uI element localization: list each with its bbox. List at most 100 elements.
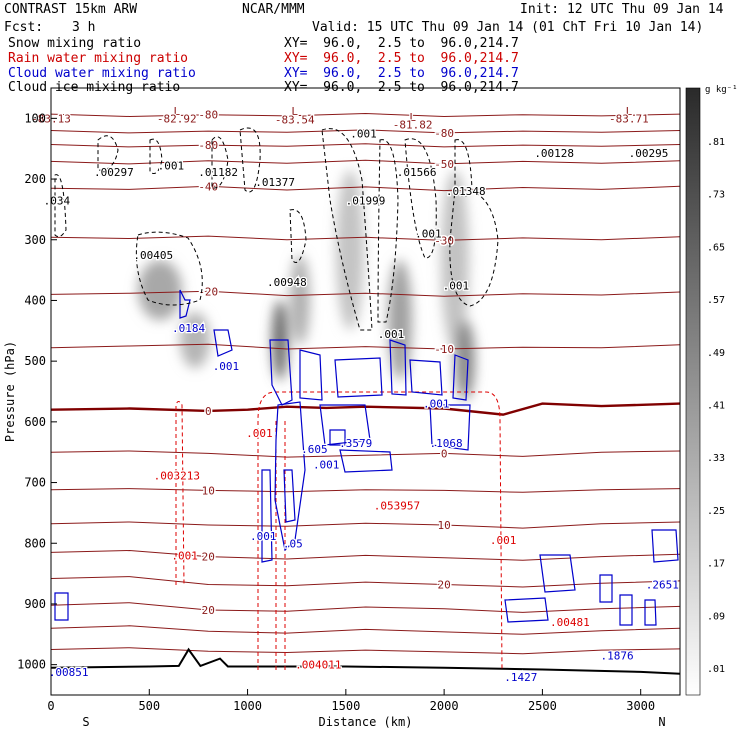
temperature-line bbox=[51, 112, 680, 118]
header-fcst-label: Fcst: bbox=[4, 20, 44, 35]
temperature-label: 10 bbox=[202, 484, 215, 497]
temperature-line bbox=[51, 159, 680, 165]
contour-annotation: -82.92 bbox=[157, 112, 197, 125]
colorbar-label: .73 bbox=[707, 190, 725, 201]
contour-annotation: .001 bbox=[246, 427, 273, 440]
colorbar-label: .57 bbox=[707, 295, 725, 306]
contour-annotation: .00297 bbox=[94, 166, 134, 179]
temperature-line bbox=[51, 521, 680, 529]
contour-annotation: .1068 bbox=[430, 437, 463, 450]
contour-annotation: .003213 bbox=[154, 469, 200, 482]
contour-annotation: .0184 bbox=[172, 322, 205, 335]
x-tick-label: 2500 bbox=[528, 699, 557, 713]
rain-contours bbox=[175, 391, 503, 671]
terrain-line bbox=[50, 647, 681, 675]
header-center: NCAR/MMM bbox=[242, 2, 305, 17]
header-model: CONTRAST 15km ARW bbox=[4, 2, 138, 17]
temperature-label: -20 bbox=[198, 285, 218, 298]
contour-annotation: .001 bbox=[443, 279, 470, 292]
contour-annotation: .00405 bbox=[133, 249, 173, 262]
contour-annotation: .004011 bbox=[295, 659, 341, 672]
contour-annotation: .001 bbox=[250, 530, 277, 543]
temperature-line bbox=[51, 129, 680, 134]
temperature-line bbox=[51, 576, 680, 588]
colorbar-label: .65 bbox=[707, 242, 725, 253]
temperature-line bbox=[51, 235, 680, 241]
contour-annotation: .001 bbox=[378, 328, 405, 341]
x-tick-label: 2000 bbox=[430, 699, 459, 713]
contour-annotation: .01566 bbox=[397, 166, 437, 179]
contour-annotation: .00295 bbox=[629, 147, 669, 160]
contour-annotation: .1876 bbox=[601, 650, 634, 663]
x-tick-label: 1000 bbox=[233, 699, 262, 713]
temperature-line bbox=[51, 647, 680, 655]
x-axis-label: Distance (km) bbox=[319, 715, 413, 729]
contour-annotation: L bbox=[291, 105, 298, 118]
legend-snow-name: Snow mixing ratio bbox=[8, 36, 142, 51]
cloud-water-contours bbox=[54, 289, 679, 626]
legend-cloudwater-xy: XY= 96.0, 2.5 to 96.0,214.7 bbox=[284, 66, 519, 81]
contour-annotation: .01377 bbox=[255, 176, 295, 189]
contour-annotation: .034 bbox=[44, 194, 71, 207]
temperature-label: 10 bbox=[438, 519, 451, 532]
y-tick-label: 400 bbox=[24, 293, 46, 307]
contour-annotation: .01999 bbox=[346, 194, 386, 207]
y-tick-label: 600 bbox=[24, 415, 46, 429]
legend-rain-name: Rain water mixing ratio bbox=[8, 51, 189, 66]
y-tick-label: 1000 bbox=[17, 658, 46, 672]
y-tick-label: 800 bbox=[24, 536, 46, 550]
contour-annotation: .001 bbox=[171, 549, 198, 562]
colorbar-label: .25 bbox=[707, 506, 725, 517]
snow-contours bbox=[54, 127, 499, 331]
contour-annotation: .053957 bbox=[374, 500, 420, 513]
colorbar-label: .01 bbox=[707, 664, 725, 675]
colorbar-label: .81 bbox=[707, 137, 725, 148]
legend-snow-xy: XY= 96.0, 2.5 to 96.0,214.7 bbox=[284, 36, 519, 51]
y-tick-label: 700 bbox=[24, 476, 46, 490]
contour-annotation: -81.82 bbox=[393, 118, 433, 131]
x-tick-label: 1500 bbox=[331, 699, 360, 713]
contour-annotation: .3579 bbox=[339, 437, 372, 450]
contour-annotation: .001 bbox=[423, 398, 450, 411]
temperature-label: -40 bbox=[198, 180, 218, 193]
y-tick-label: 900 bbox=[24, 597, 46, 611]
x-tick-label: 0 bbox=[47, 699, 54, 713]
contour-annotation: .01348 bbox=[446, 185, 486, 198]
colorbar-label: .17 bbox=[707, 559, 725, 570]
header-valid: Valid: 15 UTC Thu 09 Jan 14 (01 ChT Fri … bbox=[312, 20, 704, 35]
temperature-line bbox=[51, 488, 680, 493]
temperature-label: 20 bbox=[202, 604, 215, 617]
header-fcst-value: 3 h bbox=[72, 20, 96, 35]
contour-annotation: .001 bbox=[158, 160, 185, 173]
contour-annotation: -83.71 bbox=[609, 112, 649, 125]
contour-annotation: .00128 bbox=[534, 147, 574, 160]
contour-annotation: .00851 bbox=[49, 666, 89, 679]
legend-rain-xy: XY= 96.0, 2.5 to 96.0,214.7 bbox=[284, 51, 519, 66]
legend-cloudwater-name: Cloud water mixing ratio bbox=[8, 66, 196, 81]
contour-annotation: L bbox=[626, 105, 633, 118]
temperature-label: -80 bbox=[434, 127, 454, 140]
contour-annotation: L bbox=[173, 105, 180, 118]
end-label-south: S bbox=[82, 715, 89, 729]
colorbar-unit: g kg⁻¹ bbox=[705, 85, 738, 95]
contour-annotation: L bbox=[409, 111, 416, 124]
contour-annotation: .001 bbox=[313, 458, 340, 471]
temperature-line bbox=[51, 602, 680, 613]
contour-annotation: .01182 bbox=[198, 166, 238, 179]
temperature-line bbox=[51, 549, 680, 561]
contour-annotation: -83.54 bbox=[275, 114, 315, 127]
contour-annotation: .00481 bbox=[550, 616, 590, 629]
end-label-north: N bbox=[658, 715, 665, 729]
contour-annotation: .001 bbox=[213, 360, 240, 373]
temperature-label: -10 bbox=[434, 343, 454, 356]
y-tick-label: 200 bbox=[24, 172, 46, 186]
x-tick-label: 3000 bbox=[626, 699, 655, 713]
temperature-label: 20 bbox=[438, 579, 451, 592]
temperature-line bbox=[51, 290, 680, 297]
contour-annotation: .2651 bbox=[646, 579, 679, 592]
contour-annotation: .001 bbox=[490, 534, 517, 547]
y-axis-label: Pressure (hPa) bbox=[3, 341, 17, 442]
colorbar bbox=[685, 87, 701, 696]
temperature-line bbox=[51, 143, 680, 148]
